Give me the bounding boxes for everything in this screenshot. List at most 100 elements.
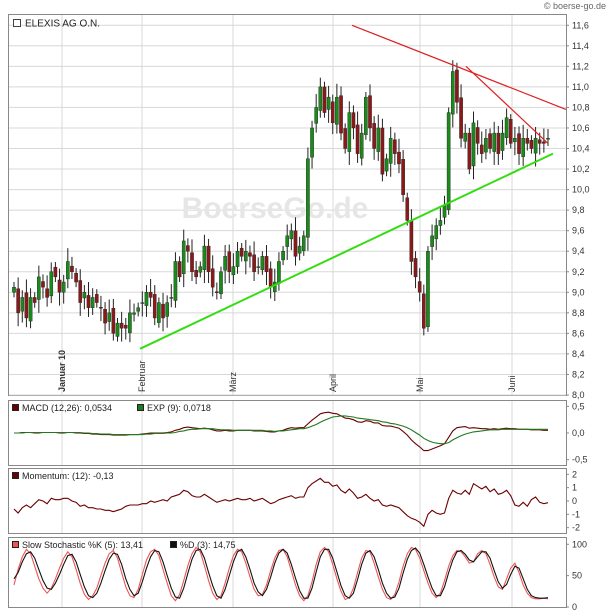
momentum-panel — [8, 468, 567, 534]
stoch-d-legend-label: %D (3): 14,75 — [180, 540, 236, 550]
candle-down — [78, 280, 83, 303]
candle-up — [285, 235, 290, 247]
candle-up — [49, 271, 54, 297]
candle-up — [132, 312, 136, 315]
candle-up — [37, 276, 41, 300]
stoch-d-legend-swatch — [170, 541, 177, 548]
momentum-legend-label: Momentum: (12): -0,13 — [22, 471, 114, 481]
candle-up — [198, 266, 203, 273]
indicator-tick-label: 0,5 — [572, 401, 585, 411]
watermark: BoerseGo.de — [182, 192, 369, 225]
candle-down — [103, 309, 107, 324]
candle-up — [314, 107, 318, 124]
candle-down — [368, 95, 372, 129]
month-label: Mai — [415, 377, 425, 392]
candle-up — [492, 132, 496, 152]
month-label: März — [228, 372, 238, 392]
exp-legend-label: EXP (9): 0,0718 — [147, 403, 211, 413]
candle-up — [144, 292, 149, 306]
candle-down — [343, 128, 347, 149]
price-tick-label: 8,4 — [572, 349, 585, 359]
candle-up — [546, 138, 550, 140]
candle-down — [45, 288, 49, 298]
momentum-grid — [61, 469, 513, 533]
month-label: Juni — [507, 375, 517, 392]
stochastic-series — [13, 546, 549, 602]
candle-up — [521, 138, 525, 157]
macd-panel — [8, 400, 567, 466]
macd-legend-swatch — [12, 404, 19, 411]
candle-up — [244, 251, 248, 262]
price-tick-label: 10,4 — [572, 144, 590, 154]
candle-up — [281, 251, 285, 261]
candle-down — [409, 220, 414, 262]
candle-down — [210, 268, 215, 288]
price-tick-label: 8,2 — [572, 369, 585, 379]
candle-up — [504, 117, 509, 138]
indicator-tick-label: 0 — [572, 496, 577, 506]
candle-down — [355, 124, 360, 154]
candle-down — [488, 133, 492, 149]
candle-down — [99, 306, 103, 309]
candle-up — [463, 132, 468, 142]
price-tick-label: 9,0 — [572, 287, 585, 297]
candle-down — [186, 245, 190, 252]
momentum-legend-swatch — [12, 472, 19, 479]
source-credit: © boerse-go.de — [544, 1, 606, 11]
candle-up — [219, 271, 223, 295]
candle-down — [41, 281, 45, 288]
candle-up — [277, 261, 281, 284]
candle-up — [297, 245, 302, 254]
macd-y-axis: 0,5 0,0 -0,5 — [566, 401, 588, 465]
price-tick-label: 11,0 — [572, 82, 589, 92]
candle-up — [289, 230, 294, 240]
candle-down — [339, 95, 343, 134]
candle-down — [24, 292, 29, 319]
price-tick-label: 9,4 — [572, 246, 585, 256]
candle-down — [293, 230, 298, 257]
candle-up — [442, 204, 447, 218]
candle-down — [351, 112, 356, 129]
candle-down — [239, 247, 244, 257]
price-tick-label: 9,2 — [572, 267, 585, 277]
price-panel — [8, 14, 567, 396]
macd-legend-label: MACD (12,26): 0,0534 — [22, 403, 112, 413]
candle-up — [260, 256, 265, 270]
candle-up — [434, 225, 439, 240]
price-tick-label: 9,6 — [572, 226, 585, 236]
candle-up — [128, 312, 132, 334]
candle-down — [248, 252, 252, 257]
candle-down — [525, 138, 530, 144]
candle-up — [359, 132, 364, 159]
candle-up — [388, 138, 393, 164]
candle-down — [479, 144, 484, 154]
candle-down — [422, 293, 426, 329]
candle-up — [136, 307, 140, 312]
stoch-d-line — [13, 547, 549, 599]
candle-down — [190, 252, 194, 272]
candle-down — [32, 297, 37, 303]
candle-up — [12, 286, 16, 293]
candle-down — [393, 139, 397, 154]
candle-down — [94, 294, 99, 303]
candle-up — [484, 138, 488, 153]
stoch-k-legend-swatch — [12, 541, 19, 548]
candle-up — [438, 220, 443, 226]
candle-up — [430, 235, 434, 247]
candle-up — [301, 235, 306, 251]
price-tick-label: 10,2 — [572, 164, 590, 174]
candle-up — [61, 281, 66, 293]
indicator-tick-label: 50 — [572, 571, 582, 581]
resistance-trendline — [351, 24, 567, 111]
exp-legend-swatch — [137, 404, 144, 411]
indicator-tick-label: -2 — [572, 523, 580, 533]
candle-up — [235, 251, 240, 267]
macd-series — [14, 411, 548, 452]
candle-down — [264, 256, 269, 272]
candle-up — [310, 127, 314, 158]
chart-title: ELEXIS AG O.N. — [25, 19, 100, 30]
price-tick-label: 11,4 — [572, 41, 589, 51]
indicator-tick-label: 0,0 — [572, 428, 585, 438]
candle-up — [28, 297, 33, 322]
